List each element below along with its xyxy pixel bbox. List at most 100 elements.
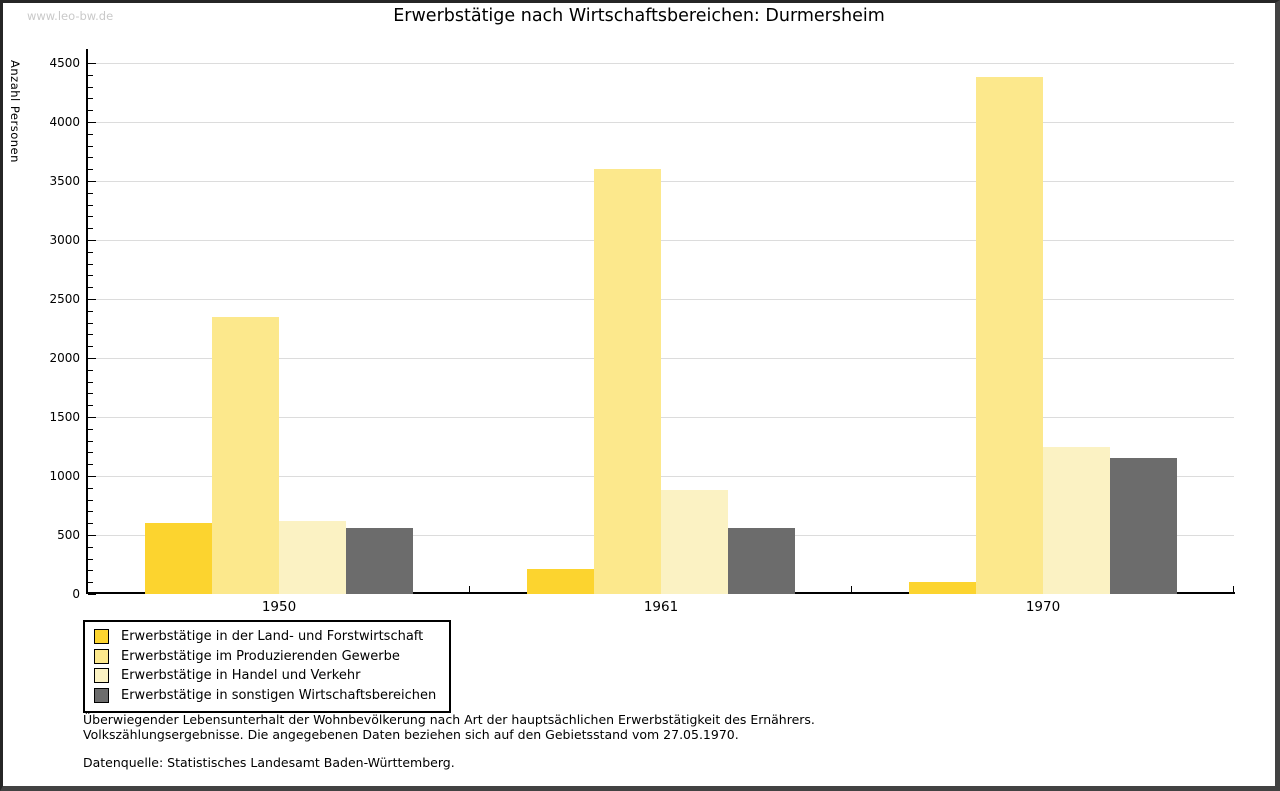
bar-1950-series3 (279, 521, 346, 594)
y-minor-tick (88, 499, 93, 501)
gridline (88, 181, 1234, 182)
legend-item: Erwerbstätige in der Land- und Forstwirt… (94, 627, 439, 647)
y-minor-tick (88, 110, 93, 112)
y-minor-tick (88, 169, 93, 171)
y-axis-label: Anzahl Personen (8, 60, 22, 163)
gridline (88, 299, 1234, 300)
bar-1970-series4 (1110, 457, 1177, 594)
bar-1961-series2 (594, 169, 661, 594)
y-minor-tick (88, 263, 93, 265)
data-source: Datenquelle: Statistisches Landesamt Bad… (83, 755, 455, 770)
gridline (88, 63, 1234, 64)
y-tick-label: 0 (72, 587, 80, 601)
legend-swatch-sonstige-bereiche (94, 687, 109, 703)
y-major-tick (88, 63, 96, 64)
gridline (88, 417, 1234, 418)
y-major-tick (88, 417, 96, 418)
y-minor-tick (88, 228, 93, 230)
bar-1950-series2 (212, 317, 279, 594)
gridline (88, 122, 1234, 123)
footnotes: Überwiegender Lebensunterhalt der Wohnbe… (83, 712, 815, 770)
legend-label: Erwerbstätige in sonstigen Wirtschaftsbe… (121, 687, 437, 703)
y-minor-tick (88, 334, 93, 336)
y-major-tick (88, 476, 96, 477)
x-boundary-tick (469, 586, 470, 594)
footnote-line-1: Überwiegender Lebensunterhalt der Wohnbe… (83, 712, 815, 727)
bar-1961-series4 (728, 527, 795, 594)
y-minor-tick (88, 405, 93, 407)
y-minor-tick (88, 487, 93, 489)
y-major-tick (88, 122, 96, 123)
y-minor-tick (88, 523, 93, 525)
y-tick-label: 2000 (49, 351, 80, 365)
bar-1961-series1 (527, 568, 594, 594)
y-minor-tick (88, 310, 93, 312)
y-minor-tick (88, 157, 93, 159)
y-minor-tick (88, 369, 93, 371)
legend-label: Erwerbstätige in der Land- und Forstwirt… (121, 629, 424, 645)
y-minor-tick (88, 287, 93, 289)
y-major-tick (88, 358, 96, 359)
watermark: www.leo-bw.de (27, 9, 114, 23)
x-boundary-tick (1233, 586, 1234, 594)
y-major-tick (88, 299, 96, 300)
legend-item: Erwerbstätige im Produzierenden Gewerbe (94, 647, 439, 667)
y-minor-tick (88, 452, 93, 454)
y-axis-line (86, 49, 88, 594)
y-minor-tick (88, 216, 93, 218)
x-category-label: 1970 (1025, 599, 1061, 615)
bar-1950-series4 (346, 527, 413, 594)
y-tick-label: 500 (57, 528, 80, 542)
gridline (88, 240, 1234, 241)
y-major-tick (88, 240, 96, 241)
footnote-line-2: Volkszählungsergebnisse. Die angegebenen… (83, 727, 739, 742)
y-minor-tick (88, 145, 93, 147)
y-minor-tick (88, 346, 93, 348)
legend-swatch-produzierendes-gewerbe (94, 648, 109, 664)
legend-item: Erwerbstätige in sonstigen Wirtschaftsbe… (94, 686, 439, 706)
y-minor-tick (88, 511, 93, 513)
y-tick-label: 3000 (49, 233, 80, 247)
y-minor-tick (88, 133, 93, 135)
gridline (88, 476, 1234, 477)
y-minor-tick (88, 570, 93, 572)
y-minor-tick (88, 440, 93, 442)
bar-1970-series2 (976, 76, 1043, 594)
y-minor-tick (88, 558, 93, 560)
y-minor-tick (88, 98, 93, 100)
y-major-tick (88, 535, 96, 536)
plot-area (88, 63, 1234, 595)
x-category-label: 1950 (261, 599, 297, 615)
y-tick-label: 4000 (49, 115, 80, 129)
bar-1961-series3 (661, 489, 728, 594)
y-tick-label: 1000 (49, 469, 80, 483)
gridline (88, 358, 1234, 359)
bar-1970-series1 (909, 582, 976, 594)
y-minor-tick (88, 546, 93, 548)
y-minor-tick (88, 393, 93, 395)
x-category-label: 1961 (643, 599, 679, 615)
legend-swatch-handel-verkehr (94, 668, 109, 684)
y-minor-tick (88, 74, 93, 76)
y-tick-label: 3500 (49, 174, 80, 188)
y-tick-label: 4500 (49, 56, 80, 70)
chart-title: Erwerbstätige nach Wirtschaftsbereichen:… (393, 6, 885, 26)
y-major-tick (88, 594, 96, 595)
legend-swatch-land-forstwirtschaft (94, 629, 109, 645)
y-minor-tick (88, 582, 93, 584)
bar-1970-series3 (1043, 447, 1110, 594)
y-minor-tick (88, 428, 93, 430)
legend-label: Erwerbstätige im Produzierenden Gewerbe (121, 648, 400, 664)
y-major-tick (88, 181, 96, 182)
y-tick-label: 2500 (49, 292, 80, 306)
legend: Erwerbstätige in der Land- und Forstwirt… (83, 620, 451, 713)
x-boundary-tick (851, 586, 852, 594)
y-tick-label: 1500 (49, 410, 80, 424)
legend-label: Erwerbstätige in Handel und Verkehr (121, 668, 361, 684)
y-minor-tick (88, 204, 93, 206)
y-minor-tick (88, 192, 93, 194)
y-minor-tick (88, 464, 93, 466)
y-minor-tick (88, 275, 93, 277)
legend-item: Erwerbstätige in Handel und Verkehr (94, 666, 439, 686)
